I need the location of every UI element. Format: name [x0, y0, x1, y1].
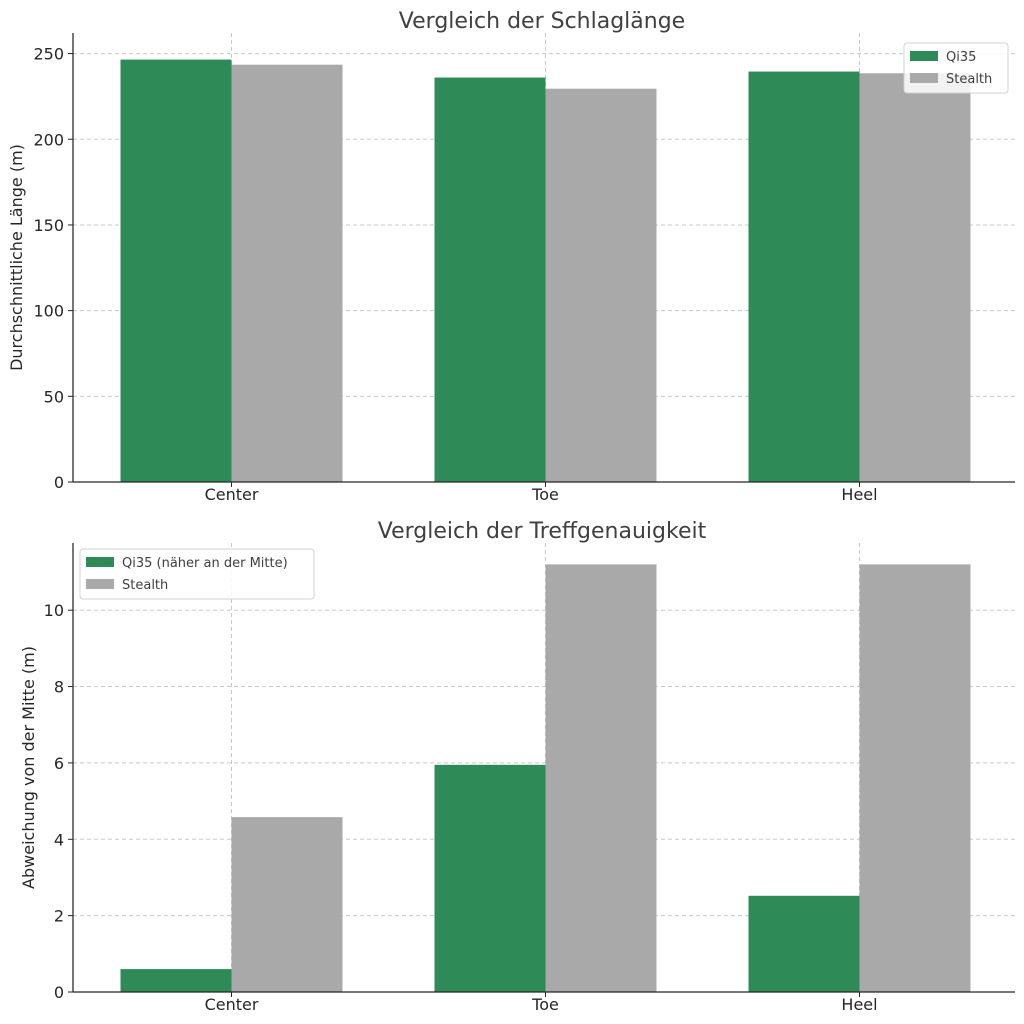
chart-title: Vergleich der Schlaglänge [399, 9, 685, 34]
y-tick-label: 150 [33, 216, 64, 235]
y-tick-label: 0 [54, 983, 64, 1002]
legend-label: Qi35 [946, 50, 976, 65]
legend-swatch [910, 51, 938, 61]
y-tick-label: 0 [54, 473, 64, 492]
y-tick-label: 50 [44, 387, 64, 406]
y-tick-label: 4 [54, 830, 64, 849]
y-tick-label: 200 [33, 130, 64, 149]
chart-title: Vergleich der Treffgenauigkeit [378, 519, 707, 544]
legend-label: Stealth [946, 72, 992, 87]
bar-qi35-heel [748, 895, 860, 992]
y-tick-label: 250 [33, 45, 64, 64]
bar-qi35-center [120, 59, 232, 482]
x-tick-label: Heel [841, 995, 877, 1014]
bar-stealth-heel [859, 73, 971, 483]
y-tick-label: 10 [44, 601, 64, 620]
x-tick-label: Toe [531, 485, 559, 504]
chart-1: 0 50 100 150 200 250 Center Toe Heel Vergleich de… [7, 9, 1015, 504]
legend: Qi35 (näher an der Mitte) Stealth [79, 548, 315, 600]
bar-stealth-toe [545, 88, 657, 482]
x-tick-label: Center [205, 995, 259, 1014]
bar-stealth-toe [545, 564, 657, 992]
y-tick-label: 2 [54, 907, 64, 926]
legend: Qi35 Stealth [903, 42, 1009, 94]
bar-qi35-toe [434, 764, 546, 992]
y-tick-label: 6 [54, 754, 64, 773]
x-tick-label: Center [205, 485, 259, 504]
y-axis-label: Abweichung von der Mitte (m) [19, 646, 38, 889]
bar-qi35-heel [748, 71, 860, 483]
legend-swatch [86, 557, 114, 567]
legend-label: Qi35 (näher an der Mitte) [122, 556, 288, 571]
chart-2: 0 2 4 6 8 10 Center Toe Heel Vergleich der Treffg… [19, 519, 1015, 1014]
bar-stealth-center [231, 64, 343, 483]
bar-qi35-center [120, 969, 232, 992]
legend-swatch [86, 579, 114, 589]
y-tick-label: 8 [54, 678, 64, 697]
bar-stealth-heel [859, 564, 971, 992]
y-axis-label: Durchschnittliche Länge (m) [7, 144, 26, 371]
legend-box [79, 548, 315, 600]
x-tick-label: Toe [531, 995, 559, 1014]
x-tick-label: Heel [841, 485, 877, 504]
legend-label: Stealth [122, 578, 168, 593]
y-tick-label: 100 [33, 302, 64, 321]
legend-swatch [910, 73, 938, 83]
bar-qi35-toe [434, 77, 546, 482]
bar-stealth-center [231, 817, 343, 992]
